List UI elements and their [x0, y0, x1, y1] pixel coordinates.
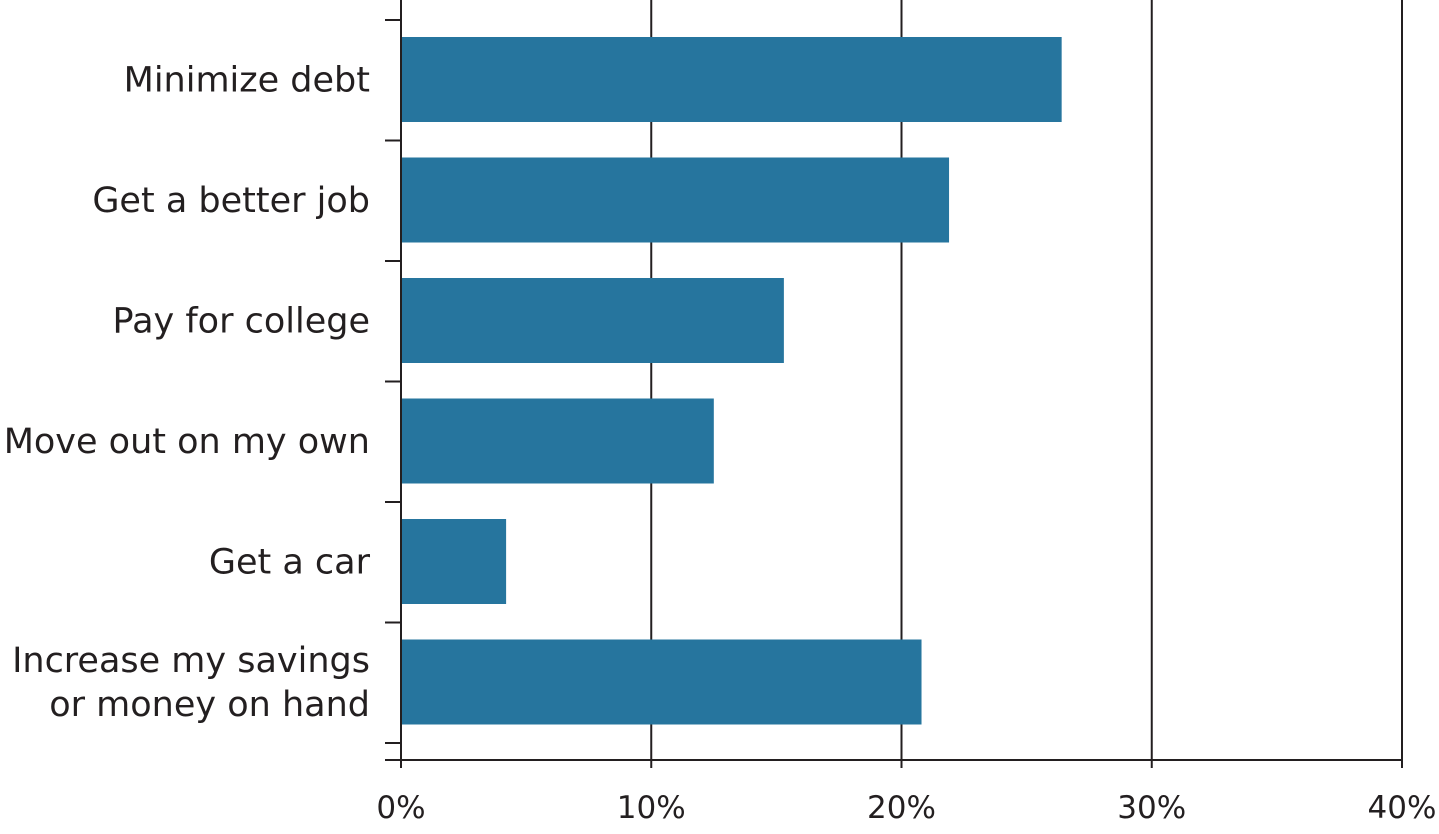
x-tick-label-40: 40%: [1368, 790, 1437, 826]
x-tick-label-0: 0%: [376, 790, 425, 826]
bar-1: [401, 157, 950, 243]
bar-3: [401, 398, 714, 484]
bars: [401, 37, 1062, 725]
bar-5: [401, 639, 922, 725]
category-labels: Minimize debt Get a better job Pay for col…: [4, 61, 371, 726]
category-label-5: Increase my savings or money on hand: [12, 641, 370, 725]
bar-2: [401, 278, 784, 363]
bar-4: [401, 519, 507, 604]
x-tick-label-20: 20%: [867, 790, 936, 826]
x-tick-label-10: 10%: [617, 790, 686, 826]
category-label-3: Move out on my own: [4, 422, 370, 462]
category-label-2: Pay for college: [113, 302, 370, 342]
bar-0: [401, 37, 1062, 122]
x-tick-label-30: 30%: [1117, 790, 1186, 826]
gridlines: [650, 0, 1403, 760]
category-label-1: Get a better job: [92, 181, 370, 221]
x-tick-labels: 0% 10% 20% 30% 40%: [376, 790, 1436, 826]
axes: [385, 0, 1403, 768]
category-label-4: Get a car: [209, 543, 371, 583]
category-label-0: Minimize debt: [124, 61, 370, 101]
